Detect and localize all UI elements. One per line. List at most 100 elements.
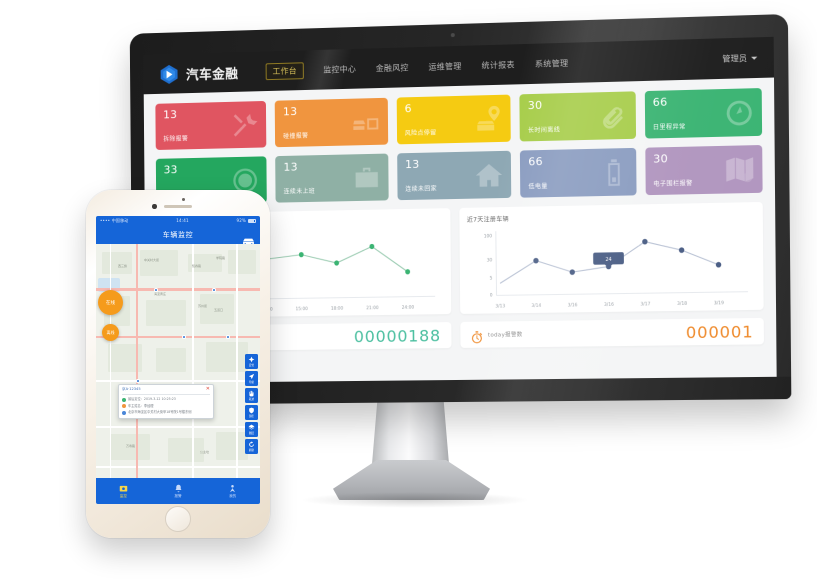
navigate-icon xyxy=(248,373,255,379)
paperclip-icon xyxy=(596,100,631,131)
svg-text:0: 0 xyxy=(489,292,492,298)
tool-button-locate[interactable]: 定位 xyxy=(245,354,258,369)
tool-button-refresh[interactable]: 刷新 xyxy=(245,439,258,454)
phone-title-bar: 车辆监控 xyxy=(96,225,260,245)
map-cluster-pin-offline[interactable]: 离线 xyxy=(102,324,119,341)
map-label: 学院路 xyxy=(216,256,226,260)
popup-header: 京A·12345 ✕ xyxy=(122,387,210,395)
nav-list: 工作台 监控中心 金融风控 运维管理 统计报表 系统管理 xyxy=(265,54,569,80)
nav-item-financial-risk[interactable]: 金融风控 xyxy=(375,62,409,73)
counter-row: 在线车辆数 00000188 today报警数 xyxy=(157,317,764,352)
tool-button-navigate[interactable]: 导航 xyxy=(245,371,258,386)
nav-item-monitoring-center[interactable]: 监控中心 xyxy=(323,64,357,75)
svg-text:18:00: 18:00 xyxy=(331,305,344,311)
stat-card-daily-mileage-abnormal[interactable]: 66 日里程异常 xyxy=(644,88,763,139)
tool-label: 定位 xyxy=(248,364,255,368)
map-label: 海淀黄庄 xyxy=(154,292,167,296)
refresh-icon xyxy=(249,441,254,447)
map-label: 苏州街 xyxy=(198,304,208,308)
stat-card-no-work-streak[interactable]: 13 连续未上班 xyxy=(275,153,389,203)
map-label: 万寿路 xyxy=(126,444,136,448)
car-icon[interactable] xyxy=(242,230,255,245)
nav-item-operations[interactable]: 运维管理 xyxy=(428,61,462,72)
tool-label: 图层 xyxy=(248,432,255,436)
floor-shadow xyxy=(300,492,530,508)
brand[interactable]: 汽车金融 xyxy=(159,62,239,85)
stat-card-long-offline[interactable]: 30 长时间离线 xyxy=(519,91,636,142)
user-menu-label: 管理员 xyxy=(722,53,748,64)
phone-title: 车辆监控 xyxy=(162,230,194,239)
user-menu[interactable]: 管理员 xyxy=(722,52,758,64)
map-info-popup: 京A·12345 ✕ 最后定位：2019-3-12 10:25:23 车主姓名：… xyxy=(118,384,214,419)
map-label: 知春路 xyxy=(192,264,202,268)
tool-button-layers[interactable]: 图层 xyxy=(245,422,258,437)
status-dot xyxy=(122,404,126,408)
map-label: 公主坟 xyxy=(200,450,210,454)
map-poi[interactable] xyxy=(154,288,158,292)
phone-map[interactable]: 中关村大街 学院路 知春路 苏州街 海淀黄庄 五道口 西三旗 万寿路 公主坟 在… xyxy=(96,244,260,478)
tool-label: 轨迹 xyxy=(248,398,255,402)
stat-card-monthly-mileage-abnormal[interactable]: 33 月里程异常 xyxy=(155,156,268,206)
stat-card-collision-alarm[interactable]: 13 碰撞报警 xyxy=(275,97,389,148)
status-carrier: •••• 中国移动 xyxy=(100,217,129,223)
desktop-screen: 汽车金融 工作台 监控中心 金融风控 运维管理 统计报表 系统管理 管理员 xyxy=(143,36,777,384)
stat-card-no-home-streak[interactable]: 13 连续未回家 xyxy=(396,150,512,201)
tool-button-track[interactable]: 轨迹 xyxy=(245,388,258,403)
stat-card-dismantle-alarm[interactable]: 13 拆除报警 xyxy=(155,100,267,151)
tool-button-geofence[interactable]: 围栏 xyxy=(245,405,258,420)
nav-item-reports[interactable]: 统计报表 xyxy=(481,59,515,70)
popup-title: 京A·12345 xyxy=(122,387,141,391)
counter-card-alarms: today报警数 000001 xyxy=(459,317,764,348)
phone-tab-bar: 监控 报警 我的 xyxy=(96,478,260,504)
line-chart-registered-vehicles: 100 30 5 0 xyxy=(483,220,755,310)
map-cluster-pin-online[interactable]: 在线 xyxy=(98,290,123,315)
svg-text:3/13: 3/13 xyxy=(495,303,505,309)
map-label: 中关村大街 xyxy=(144,258,160,262)
svg-text:3/14: 3/14 xyxy=(531,303,541,309)
map-poi[interactable] xyxy=(136,379,140,383)
car-crash-icon xyxy=(349,106,383,137)
svg-text:100: 100 xyxy=(483,233,492,239)
location-pin-icon xyxy=(122,410,126,415)
svg-text:3/18: 3/18 xyxy=(677,301,687,307)
stat-label: 风险点停留 xyxy=(404,129,437,138)
stat-card-low-battery[interactable]: 66 低电量 xyxy=(520,147,637,198)
counter-label: today报警数 xyxy=(487,332,523,339)
stat-label: 电子围栏报警 xyxy=(653,180,693,188)
gauge-meter-icon xyxy=(722,97,757,128)
close-icon[interactable]: ✕ xyxy=(205,386,210,392)
chart-card-registered-vehicles: 近7天注册车辆 100 30 5 0 xyxy=(458,201,764,314)
svg-text:3/17: 3/17 xyxy=(640,301,650,307)
briefcase-icon xyxy=(350,162,384,193)
bell-icon xyxy=(175,484,181,492)
phone-tab-alarms[interactable]: 报警 xyxy=(151,484,206,499)
map-poi[interactable] xyxy=(212,288,216,292)
popup-row: 车主姓名：李经理 xyxy=(122,404,210,408)
map-poi[interactable] xyxy=(182,335,186,339)
tool-label: 刷新 xyxy=(248,449,255,453)
phone-tab-profile[interactable]: 我的 xyxy=(205,484,260,499)
phone-camera-icon xyxy=(152,204,157,209)
tab-label: 我的 xyxy=(229,493,237,498)
phone-home-button[interactable] xyxy=(165,506,191,532)
stat-card-geofence-alarm[interactable]: 30 电子围栏报警 xyxy=(644,144,763,196)
stat-label: 拆除报警 xyxy=(163,135,189,143)
svg-text:24:00: 24:00 xyxy=(402,304,415,310)
popup-row-text: 北京市海淀区中关村大街甲18号院1号楼东侧 xyxy=(128,410,192,414)
status-time: 14:41 xyxy=(176,218,189,223)
svg-text:3/16: 3/16 xyxy=(603,302,613,308)
map-tool-rail: 定位 导航 轨迹 围栏 xyxy=(245,354,258,454)
map-poi[interactable] xyxy=(226,335,230,339)
nav-item-system[interactable]: 系统管理 xyxy=(534,58,569,69)
phone: •••• 中国移动 14:41 92% 车辆监控 xyxy=(86,190,270,538)
phone-status-bar: •••• 中国移动 14:41 92% xyxy=(96,216,260,225)
stat-card-risk-stop[interactable]: 6 风险点停留 xyxy=(396,94,511,145)
phone-tab-monitor[interactable]: 监控 xyxy=(96,484,151,499)
speedometer-icon xyxy=(229,165,262,195)
nav-item-workbench[interactable]: 工作台 xyxy=(265,61,304,80)
svg-text:21:00: 21:00 xyxy=(366,305,379,311)
battery-icon xyxy=(596,157,631,188)
tab-label: 监控 xyxy=(119,493,127,498)
monitor: 汽车金融 工作台 监控中心 金融风控 运维管理 统计报表 系统管理 管理员 xyxy=(129,13,792,405)
